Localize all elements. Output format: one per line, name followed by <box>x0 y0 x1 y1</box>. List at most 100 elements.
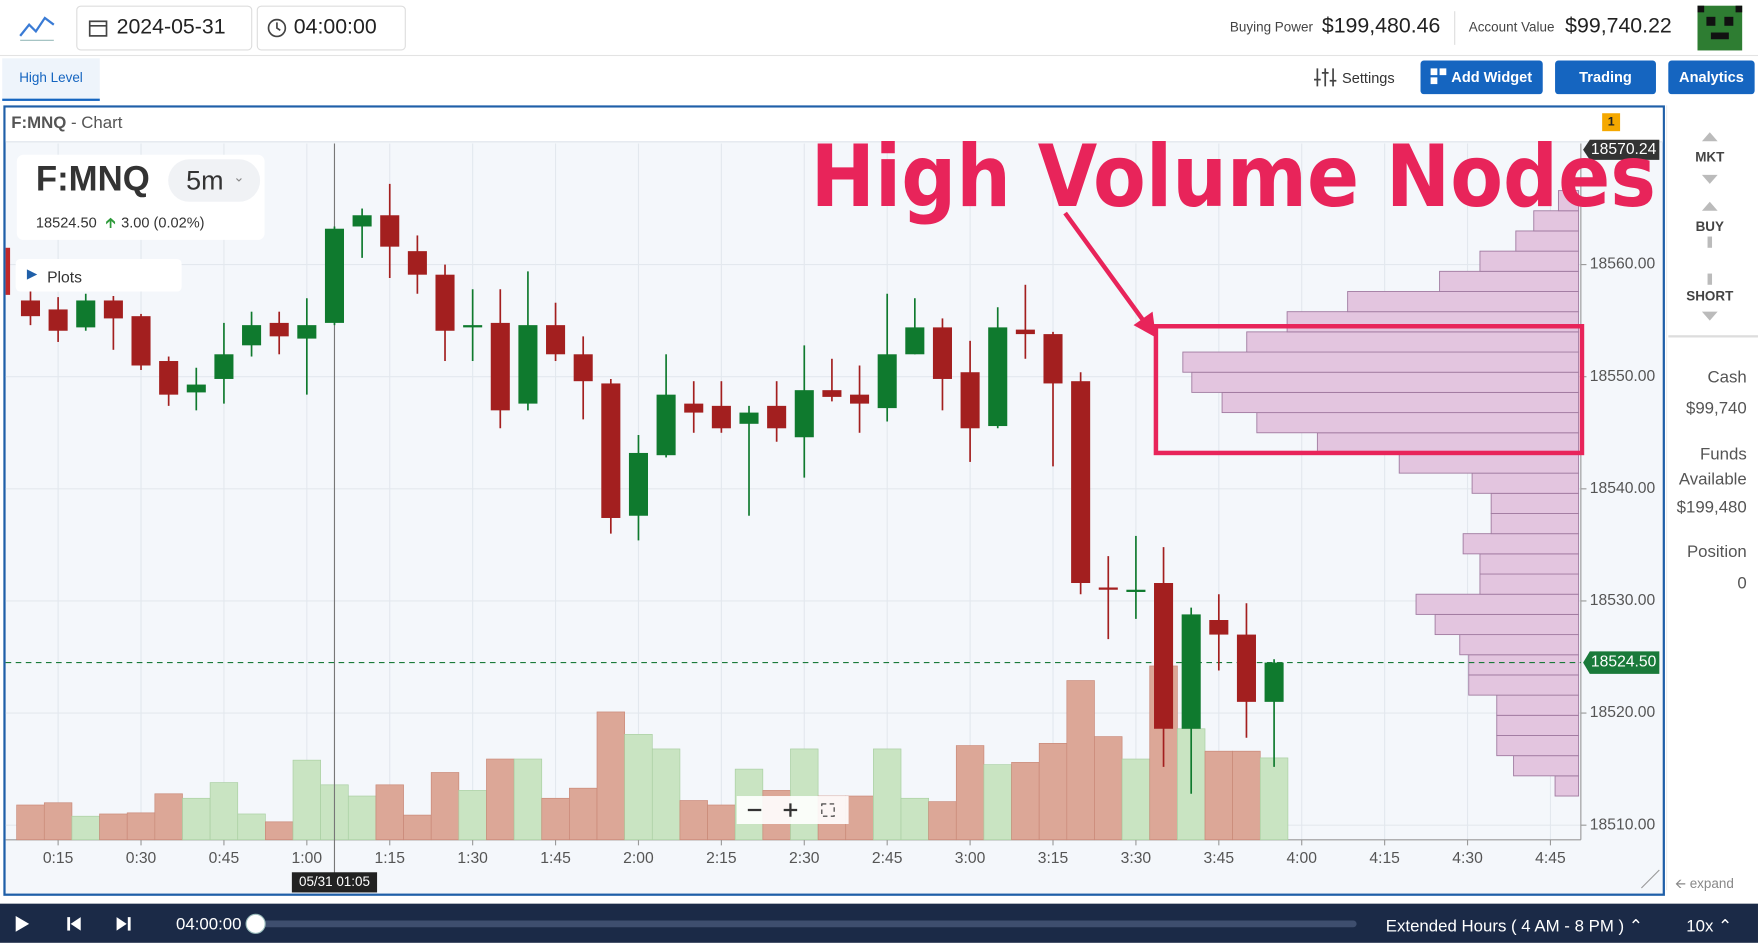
funds-label: Funds Available <box>1678 445 1747 489</box>
volume-bar <box>983 764 1012 841</box>
y-tick-label: 18510.00 <box>1590 816 1656 833</box>
play[interactable] <box>15 915 30 932</box>
interval-select[interactable]: 5m ⌄ <box>168 159 261 202</box>
x-tick-label: 4:30 <box>1452 850 1483 867</box>
x-tick-label: 4:15 <box>1369 850 1400 867</box>
add-widget: Add Widget <box>1451 68 1533 86</box>
last-price-label: 18524.50 <box>1591 654 1657 671</box>
trading-button[interactable]: Trading <box>1555 60 1656 95</box>
volume-bar <box>1259 757 1289 841</box>
session-label: Extended Hours ( 4 AM - 8 PM ) <box>1385 917 1625 937</box>
timeline[interactable] <box>255 920 1357 928</box>
profile-bar <box>1513 755 1580 777</box>
expand[interactable]: 🡨 expand <box>1675 875 1734 892</box>
order-arrows <box>1701 132 1718 321</box>
volume-bar <box>292 759 321 841</box>
funds: $199,480 <box>1676 497 1747 517</box>
annotation: High Volume Nodes <box>811 128 1656 227</box>
session[interactable]: Extended Hours ( 4 AM - 8 PM ) ⌃ <box>1385 917 1643 937</box>
order-short[interactable]: SHORT <box>1686 288 1734 304</box>
x-tick-label: 1:30 <box>457 850 488 867</box>
step-back[interactable] <box>67 917 81 931</box>
profile-bar <box>1479 573 1580 595</box>
profile-bar <box>1496 714 1580 736</box>
volume-bar <box>237 813 266 841</box>
speed-label: 10x <box>1686 917 1714 937</box>
cash-label: Cash <box>1707 367 1747 387</box>
crosshair-tag <box>291 872 378 893</box>
y-tick-label: 18550.00 <box>1590 368 1656 385</box>
volume-bar <box>486 758 515 841</box>
volume-bar <box>955 745 985 841</box>
step-forward[interactable] <box>116 917 131 931</box>
volume-bar <box>458 790 487 841</box>
volume-bar <box>596 711 625 841</box>
candle-body <box>159 361 179 395</box>
volume-bar <box>1204 750 1233 841</box>
candle-body <box>380 215 400 247</box>
candle-body <box>186 384 206 393</box>
timeline-knob[interactable] <box>245 913 266 934</box>
time-picker[interactable]: 04:00:00 <box>256 5 406 51</box>
annotation-arrow <box>1063 211 1148 326</box>
interval: 5m <box>186 165 224 197</box>
profile-bar <box>1490 513 1580 535</box>
x-tick-label: 2:45 <box>872 850 903 867</box>
candle-body <box>269 322 289 337</box>
speed[interactable]: 10x ⌃ <box>1686 917 1733 937</box>
avatar[interactable] <box>1697 5 1743 51</box>
order-mkt[interactable]: MKT <box>1695 149 1725 165</box>
volume-bar <box>928 801 957 841</box>
cash: $99,740 <box>1685 399 1747 419</box>
candle-body <box>1043 334 1063 384</box>
candle-body <box>242 325 262 346</box>
plots-marker <box>5 247 11 295</box>
badge[interactable]: 1 <box>1602 113 1621 132</box>
candle-body <box>1181 614 1201 729</box>
volume-bar <box>126 812 156 841</box>
highlight-box <box>1153 324 1585 456</box>
analytics-button[interactable]: Analytics <box>1668 60 1755 95</box>
buying-power-label: Buying Power <box>1229 19 1313 35</box>
tab[interactable]: High Level <box>2 58 100 101</box>
annotation-arrowhead <box>1133 311 1156 338</box>
account-value-label: Account Value <box>1468 19 1555 35</box>
widget-icon <box>1431 68 1447 85</box>
x-tick-label: 3:45 <box>1204 850 1235 867</box>
profile-bar <box>1479 553 1580 575</box>
volume-bar <box>1066 680 1095 841</box>
x-tick-label: 2:30 <box>789 850 820 867</box>
position: 0 <box>1737 574 1747 594</box>
plots-toggle[interactable]: ▶ Plots <box>15 258 182 292</box>
fullscreen[interactable] <box>821 803 835 817</box>
candle-body <box>1154 583 1174 729</box>
plots: Plots <box>47 267 82 286</box>
order-buy[interactable]: BUY <box>1695 218 1724 235</box>
x-tick-label: 1:45 <box>540 850 571 867</box>
candle-body <box>20 300 41 317</box>
add-widget-button[interactable]: Add Widget <box>1420 60 1543 95</box>
x-tick-label: 4:00 <box>1286 850 1317 867</box>
zoom-controls <box>736 796 849 825</box>
profile-bar <box>1468 674 1580 696</box>
date: 2024-05-31 <box>116 15 226 40</box>
candle-body <box>822 390 842 397</box>
settings[interactable]: Settings <box>1342 69 1395 87</box>
date-picker[interactable]: 2024-05-31 <box>76 5 253 51</box>
profile-bar <box>1221 391 1580 414</box>
volume-bar <box>209 782 239 841</box>
profile-bar <box>1490 492 1580 514</box>
candle-body <box>48 309 68 331</box>
x-tick-label: 3:15 <box>1038 850 1069 867</box>
y-tick-label: 18560.00 <box>1590 256 1656 273</box>
profile-bar <box>1256 412 1580 434</box>
volume-bar <box>790 748 819 841</box>
profile-bar <box>1459 634 1580 656</box>
x-tick-label: 0:30 <box>126 850 157 867</box>
volume-bar <box>541 797 570 841</box>
divider <box>1454 11 1456 45</box>
caret: ⌄ <box>233 169 245 185</box>
analytics: Analytics <box>1679 68 1744 86</box>
volume-bar <box>845 795 874 841</box>
